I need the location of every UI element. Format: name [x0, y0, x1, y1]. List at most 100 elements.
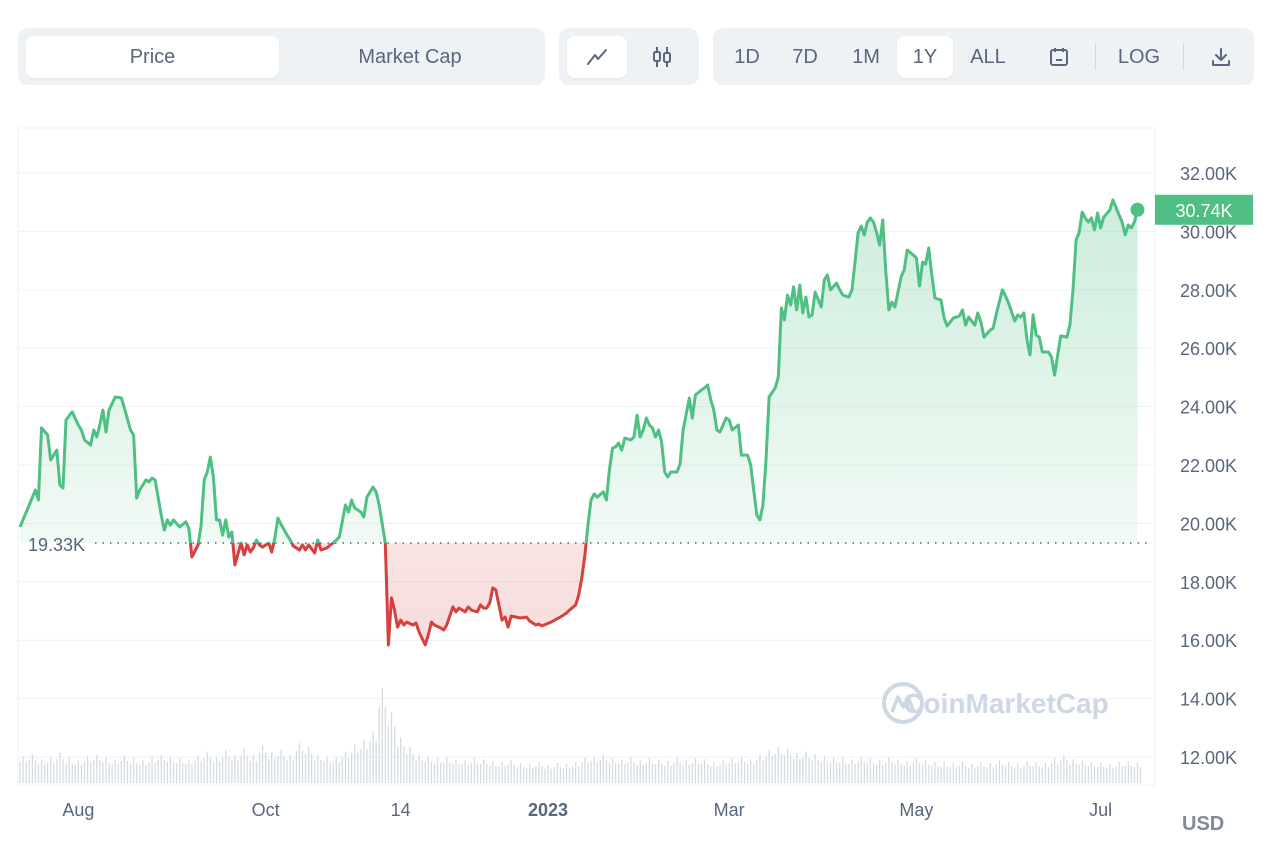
y-tick-label: 32.00K	[1180, 164, 1237, 184]
volume-bar	[875, 764, 878, 783]
volume-bar	[513, 764, 515, 783]
volume-bar	[390, 711, 393, 783]
volume-bar	[307, 746, 310, 783]
y-tick-label: 28.00K	[1180, 281, 1237, 301]
x-tick-label: 14	[391, 800, 411, 820]
y-tick-label: 16.00K	[1180, 631, 1237, 651]
range-toolbar: 1D 7D 1M 1Y ALL LOG	[713, 28, 1254, 85]
volume-bar	[50, 757, 52, 783]
volume-bar	[74, 764, 76, 783]
volume-bar	[292, 760, 294, 783]
volume-bar	[624, 764, 626, 783]
volume-bar	[406, 754, 408, 783]
volume-bar	[255, 760, 258, 783]
volume-bar	[516, 767, 519, 783]
volume-bar	[154, 762, 156, 783]
volume-bar	[621, 759, 623, 783]
tab-price[interactable]: Price	[26, 36, 279, 78]
volume-bar	[384, 707, 387, 783]
volume-bar	[40, 759, 43, 783]
volume-bar	[918, 763, 921, 783]
volume-bar	[685, 760, 687, 783]
range-all[interactable]: ALL	[970, 45, 1006, 68]
volume-bar	[1041, 767, 1044, 783]
volume-bar	[928, 764, 930, 783]
volume-bar	[1038, 766, 1040, 783]
volume-bar	[22, 756, 24, 783]
volume-bar	[1090, 762, 1093, 783]
download-button[interactable]	[1197, 36, 1245, 78]
volume-bar	[80, 764, 83, 783]
volume-bar	[1075, 764, 1077, 783]
range-1d[interactable]: 1D	[734, 45, 760, 68]
volume-bar	[37, 764, 40, 783]
log-scale-button[interactable]: LOG	[1117, 45, 1161, 68]
range-7d[interactable]: 7D	[792, 45, 818, 68]
volume-bar	[249, 760, 251, 783]
volume-bar	[421, 760, 423, 783]
volume-bar	[329, 761, 331, 783]
range-1y[interactable]: 1Y	[897, 36, 953, 78]
volume-bar	[43, 764, 46, 783]
volume-bar	[338, 762, 340, 783]
volume-bar	[203, 757, 205, 783]
date-picker-button[interactable]	[1035, 36, 1083, 78]
area-above-baseline	[20, 199, 1138, 543]
volume-bar	[525, 767, 528, 783]
volume-bar	[464, 760, 466, 783]
volume-bar	[1127, 761, 1129, 783]
volume-bar	[240, 755, 242, 783]
volume-bar	[68, 758, 70, 783]
volume-bar	[832, 757, 835, 783]
volume-bar	[1032, 766, 1034, 783]
volume-bar	[860, 756, 862, 783]
metric-toggle: Price Market Cap	[18, 28, 545, 85]
volume-bar	[796, 752, 798, 783]
candlestick-button[interactable]	[633, 36, 691, 78]
line-chart-button[interactable]	[567, 36, 627, 78]
volume-bar	[793, 758, 795, 783]
volume-bar	[222, 756, 224, 783]
volume-bar	[433, 763, 436, 783]
volume-bar	[670, 765, 672, 783]
volume-bar	[1133, 767, 1136, 783]
volume-bar	[547, 764, 549, 783]
volume-bar	[19, 761, 21, 783]
volume-bar	[105, 757, 107, 783]
volume-bar	[977, 766, 979, 783]
currency-label: USD	[1182, 813, 1225, 835]
volume-bar	[538, 762, 540, 783]
volume-bar	[418, 754, 420, 783]
volume-bar	[479, 764, 482, 783]
volume-bar	[780, 754, 783, 783]
volume-bar	[234, 754, 236, 783]
volume-bar	[1035, 762, 1037, 783]
volume-bar	[237, 760, 239, 783]
volume-bar	[869, 758, 872, 783]
range-1m[interactable]: 1M	[852, 45, 880, 68]
volume-bar	[286, 760, 288, 783]
volume-bar	[952, 763, 954, 783]
volume-bar	[759, 754, 761, 783]
volume-bar	[1004, 766, 1007, 783]
volume-bar	[218, 761, 221, 783]
volume-bar	[848, 764, 850, 783]
volume-bar	[581, 762, 583, 783]
volume-bar	[639, 760, 641, 783]
volume-bar	[93, 760, 95, 783]
volume-bar	[86, 756, 89, 783]
volume-bar	[363, 740, 365, 783]
volume-bar	[863, 761, 865, 783]
volume-bar	[903, 765, 905, 783]
volume-bar	[799, 758, 801, 783]
volume-bar	[1130, 765, 1133, 783]
volume-bar	[25, 761, 27, 783]
volume-bar	[593, 756, 595, 783]
volume-bar	[172, 761, 175, 783]
volume-bar	[921, 764, 924, 783]
volume-bar	[519, 763, 522, 783]
volume-bar	[906, 761, 908, 783]
volume-bar	[132, 758, 135, 783]
tab-market-cap[interactable]: Market Cap	[358, 45, 462, 68]
